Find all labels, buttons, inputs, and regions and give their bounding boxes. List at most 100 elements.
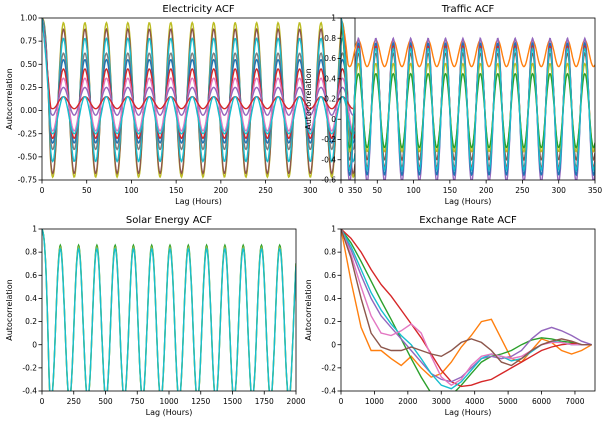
x-tick-label: 0 [40,397,45,406]
y-axis-label: Autocorrelation [5,68,14,130]
x-tick-label: 200 [479,186,494,195]
y-axis-label: Autocorrelation [304,279,313,341]
x-tick-label: 250 [67,397,82,406]
series-line-1 [341,18,595,68]
x-tick-label: 50 [373,186,383,195]
y-tick-label: -0.2 [321,135,336,144]
chart-panel-2: 0 50 100 150 200 250 300 350 -0.6 -0.4 -0.2 0 0.2 0.4… [304,4,602,206]
x-tick-label: 3000 [432,397,451,406]
y-tick-label: 0 [331,340,336,349]
y-tick-label: -0.2 [22,363,37,372]
x-axis-label: Lag (Hours) [175,197,222,206]
x-tick-label: 100 [124,186,139,195]
chart-title: Solar Energy ACF [126,215,212,226]
y-tick-label: -0.4 [321,387,336,396]
y-tick-label: 0.6 [324,54,336,63]
series-line-2 [341,229,592,391]
x-tick-label: 350 [588,186,603,195]
x-tick-label: 250 [515,186,530,195]
x-tick-label: 150 [169,186,184,195]
x-tick-label: 1000 [365,397,384,406]
y-tick-label: 0.6 [25,271,37,280]
x-tick-label: 300 [303,186,318,195]
x-tick-label: 2000 [398,397,417,406]
series-line-10 [42,18,355,135]
y-tick-label: 1 [32,225,37,234]
chart-panel-1: 0 50 100 150 200 250 300 350-0.75-0.50-0.250.00… [5,4,362,206]
y-tick-label: 0.8 [324,248,336,257]
y-tick-label: 0.2 [324,317,336,326]
series-line-7 [42,18,355,132]
series-group [42,229,296,391]
y-tick-label: 0.8 [25,248,37,257]
chart-title: Exchange Rate ACF [419,215,517,226]
y-tick-label: 0 [32,340,37,349]
x-tick-label: 750 [130,397,145,406]
y-axis-label: Autocorrelation [304,68,313,130]
y-tick-label: 1 [331,225,336,234]
y-tick-label: 1.00 [20,14,37,23]
series-line-3 [341,229,592,388]
y-tick-label: -0.4 [22,387,37,396]
y-axis-label: Autocorrelation [5,279,14,341]
y-tick-label: 1 [331,14,336,23]
y-tick-label: 0.50 [20,60,37,69]
series-line-9 [42,18,355,110]
x-tick-label: 1000 [159,397,178,406]
series-group [341,18,595,180]
x-tick-label: 250 [258,186,273,195]
x-axis-label: Lag (Hours) [146,408,193,417]
plot-frame [340,228,596,392]
x-tick-label: 200 [214,186,229,195]
x-tick-label: 150 [443,186,458,195]
chart-title: Electricity ACF [162,4,234,15]
y-tick-label: 0 [331,115,336,124]
x-tick-label: 0 [40,186,45,195]
y-tick-label: -0.4 [321,155,336,164]
chart-panel-3: 0 250 500 750 1000 1250 1500 1750 2000 -0.4 -0.2 0 0… [5,215,306,417]
x-axis-label: Lag (Hours) [445,408,492,417]
series-group [42,18,355,179]
y-tick-label: -0.50 [18,152,38,161]
x-tick-label: 2000 [286,397,305,406]
series-line-3 [42,229,296,391]
x-tick-label: 7000 [565,397,584,406]
x-tick-label: 100 [406,186,421,195]
y-tick-label: 0.75 [20,37,37,46]
y-tick-label: -0.6 [321,176,336,185]
series-line-7 [341,229,592,367]
y-tick-label: 0.8 [324,34,336,43]
x-tick-label: 1750 [255,397,274,406]
series-line-5 [341,229,592,390]
x-tick-label: 350 [348,186,363,195]
chart-panel-4: 0 1000 2000 3000 4000 5000 6000 7000 -0.4 -0.2 0 0.… [304,215,596,417]
x-tick-label: 5000 [499,397,518,406]
x-tick-label: 50 [82,186,92,195]
y-tick-label: 0.2 [25,317,37,326]
y-tick-label: -0.75 [18,176,38,185]
y-tick-label: -0.2 [321,363,336,372]
y-tick-label: 0.6 [324,271,336,280]
x-tick-label: 1250 [191,397,210,406]
y-tick-label: 0.4 [324,294,336,303]
x-tick-label: 0 [339,397,344,406]
y-tick-label: 0.4 [25,294,37,303]
y-tick-label: 0.4 [324,74,336,83]
y-tick-label: 0.2 [324,95,336,104]
series-group [341,229,593,391]
x-axis-label: Lag (Hours) [445,197,492,206]
chart-title: Traffic ACF [441,4,495,15]
y-tick-label: 0.25 [20,83,37,92]
series-line-1 [341,229,593,378]
x-tick-label: 0 [339,186,344,195]
x-tick-label: 300 [552,186,567,195]
x-tick-label: 500 [98,397,113,406]
x-tick-label: 4000 [465,397,484,406]
x-tick-label: 1500 [223,397,242,406]
y-tick-label: -0.25 [18,129,38,138]
y-tick-label: 0.00 [20,106,37,115]
series-line-6 [341,229,592,387]
series-line-8 [341,18,595,172]
x-tick-label: 6000 [532,397,551,406]
